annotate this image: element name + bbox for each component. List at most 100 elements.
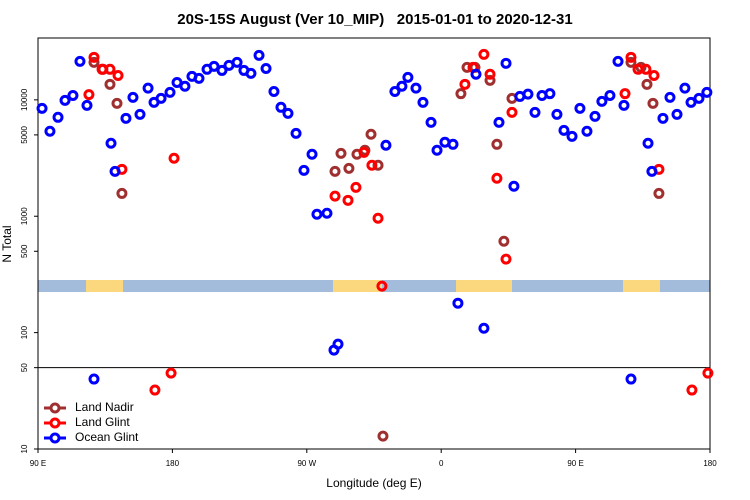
point: [581, 125, 593, 137]
point: [529, 106, 541, 118]
point: [574, 102, 586, 114]
point: [544, 88, 556, 100]
series: [88, 56, 665, 442]
point: [208, 60, 220, 72]
point: [81, 99, 93, 111]
point: [365, 128, 377, 140]
point: [366, 159, 378, 171]
point: [253, 49, 265, 61]
point: [120, 112, 132, 124]
point: [290, 127, 302, 139]
x-tick-label: 180: [703, 459, 717, 468]
point: [380, 139, 392, 151]
point: [104, 63, 116, 75]
point: [67, 89, 79, 101]
legend-label: Ocean Glint: [75, 430, 139, 444]
point: [52, 111, 64, 123]
point: [275, 101, 287, 113]
point: [179, 80, 191, 92]
point: [332, 338, 344, 350]
y-tick-label: 500: [20, 244, 29, 258]
point: [335, 147, 347, 159]
point: [268, 85, 280, 97]
point: [619, 88, 631, 100]
point: [149, 384, 161, 396]
point: [342, 194, 354, 206]
point: [245, 67, 257, 79]
point: [112, 69, 124, 81]
legend-marker: [49, 432, 61, 444]
y-tick-label: 10: [20, 444, 29, 453]
point: [566, 130, 578, 142]
y-tick-label: 100: [20, 325, 29, 339]
point: [685, 96, 697, 108]
point: [493, 116, 505, 128]
point: [664, 91, 676, 103]
point: [647, 97, 659, 109]
point: [558, 124, 570, 136]
point: [306, 148, 318, 160]
point: [425, 116, 437, 128]
x-tick-label: 180: [166, 459, 180, 468]
plot-frame: [37, 37, 711, 450]
point: [329, 190, 341, 202]
point: [282, 107, 294, 119]
point: [452, 297, 464, 309]
point: [164, 86, 176, 98]
point: [260, 62, 272, 74]
point: [104, 78, 116, 90]
point: [491, 138, 503, 150]
point: [522, 88, 534, 100]
point: [604, 89, 616, 101]
point: [686, 384, 698, 396]
point: [59, 94, 71, 106]
land-band: [623, 280, 660, 292]
point: [693, 92, 705, 104]
point: [589, 110, 601, 122]
point: [231, 56, 243, 68]
point: [134, 108, 146, 120]
point: [508, 180, 520, 192]
x-tick-label: 0: [439, 459, 444, 468]
legend-marker: [49, 402, 61, 414]
point: [402, 71, 414, 83]
point: [612, 55, 624, 67]
point: [648, 69, 660, 81]
point: [165, 367, 177, 379]
x-axis-label: Longitude (deg E): [326, 476, 421, 490]
point: [109, 165, 121, 177]
point: [127, 91, 139, 103]
point: [36, 102, 48, 114]
x-tick-label: 90 E: [567, 459, 583, 468]
point: [640, 63, 652, 75]
point: [701, 86, 713, 98]
point: [376, 280, 388, 292]
land-band: [86, 280, 123, 292]
y-tick-label: 10000: [20, 88, 29, 111]
point: [358, 146, 370, 158]
point: [193, 72, 205, 84]
point: [646, 165, 658, 177]
point: [372, 159, 384, 171]
point: [389, 85, 401, 97]
y-tick-label: 5000: [20, 125, 29, 143]
point: [431, 144, 443, 156]
point: [321, 207, 333, 219]
point: [671, 108, 683, 120]
point: [500, 57, 512, 69]
series: [36, 49, 713, 385]
point: [168, 152, 180, 164]
point: [679, 82, 691, 94]
point: [88, 56, 100, 68]
point: [625, 51, 637, 63]
point: [83, 89, 95, 101]
point: [484, 68, 496, 80]
point: [470, 68, 482, 80]
point: [657, 112, 669, 124]
point: [88, 373, 100, 385]
point: [491, 172, 503, 184]
surface-mask: [38, 280, 710, 292]
point: [329, 165, 341, 177]
